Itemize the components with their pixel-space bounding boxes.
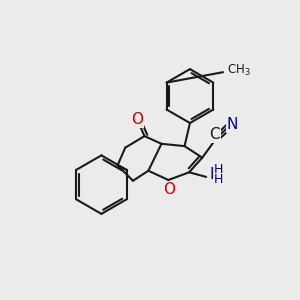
Text: N: N [226, 117, 238, 132]
Text: N: N [209, 167, 220, 182]
Text: H: H [214, 163, 223, 176]
Text: CH$_3$: CH$_3$ [227, 63, 250, 78]
Text: H: H [214, 173, 223, 187]
Text: O: O [163, 182, 175, 197]
Text: C: C [209, 127, 220, 142]
Text: O: O [132, 112, 144, 128]
